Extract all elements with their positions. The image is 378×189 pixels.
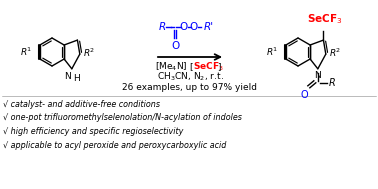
Text: $R^1$: $R^1$ [266, 46, 279, 58]
Text: $R^1$: $R^1$ [20, 46, 33, 58]
Text: O: O [171, 41, 179, 51]
Text: √ catalyst- and additive-free conditions: √ catalyst- and additive-free conditions [3, 100, 160, 109]
Text: SeCF$_3$: SeCF$_3$ [307, 12, 342, 26]
Text: √ one-pot trifluoromethylselenolation/N-acylation of indoles: √ one-pot trifluoromethylselenolation/N-… [3, 114, 242, 122]
Text: N: N [314, 71, 321, 80]
Text: O: O [190, 22, 198, 32]
Text: H: H [73, 74, 80, 83]
Text: R: R [158, 22, 166, 32]
Text: √ high efficiency and specific regioselectivity: √ high efficiency and specific regiosele… [3, 127, 183, 136]
Text: $R^2$: $R^2$ [329, 47, 341, 59]
Text: R: R [329, 78, 336, 88]
Text: 26 examples, up to 97% yield: 26 examples, up to 97% yield [122, 83, 257, 91]
Text: √ applicable to acyl peroxide and peroxycarboxylic acid: √ applicable to acyl peroxide and peroxy… [3, 140, 226, 149]
Text: O: O [180, 22, 188, 32]
Text: CH$_3$CN, N$_2$, r.t.: CH$_3$CN, N$_2$, r.t. [156, 71, 223, 83]
Text: $R^2$: $R^2$ [83, 47, 95, 59]
Text: N: N [64, 72, 71, 81]
Text: R': R' [204, 22, 214, 32]
Text: [: [ [189, 63, 192, 71]
Text: ]: ] [217, 63, 220, 71]
Text: SeCF$_3$: SeCF$_3$ [193, 61, 224, 73]
Text: [Me$_4$N]: [Me$_4$N] [155, 61, 188, 73]
Text: O: O [300, 90, 308, 100]
